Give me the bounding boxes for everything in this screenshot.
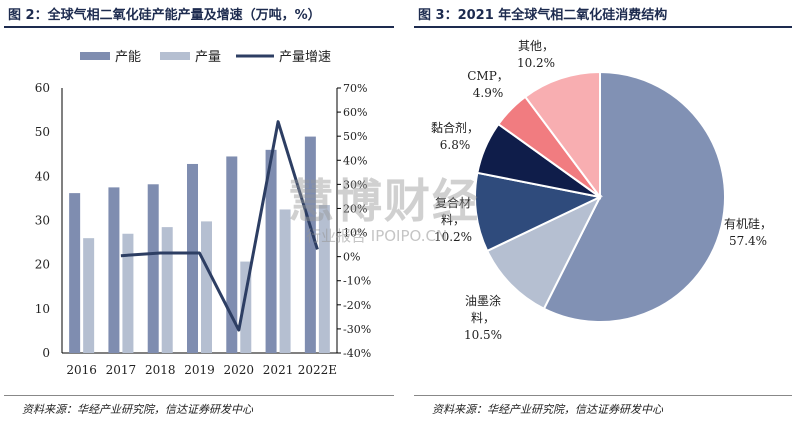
pie-slice-label: CMP， [467,69,509,83]
left-y-tick-label: 20 [35,258,50,272]
legend-capacity-swatch [80,52,110,60]
pie-slice-percent: 6.8% [440,138,471,152]
pie-slice-label: 料， [471,311,495,325]
output-bar [122,233,134,353]
pie-slice-percent: 10.2% [434,230,472,244]
left-y-tick-label: 10 [35,302,50,316]
output-bar [161,227,173,353]
pie-slice-label: 黏合剂， [431,120,479,135]
pie-slice [523,70,601,201]
x-tick-label: 2016 [66,363,97,377]
right-source-rule [414,395,792,396]
pie-slice-label: 料， [441,213,465,227]
right-figure-panel: 图 3：2021 年全球气相二氧化硅消费结构 有机硅， 57.4% 油墨涂 料， 10.… [410,0,796,422]
right-y-tick-label: -20% [343,299,371,312]
pie-slice-label: 复合材 [435,195,471,210]
left-figure-panel: 图 2：全球气相二氧化硅产能产量及增速（万吨，%） 0 10 20 30 40 50 60 -… [4,8,394,416]
pie-slice-percent: 4.9% [473,86,504,100]
right-y-tick-label: 70% [343,82,367,95]
left-title-rule [4,26,394,28]
right-title-rule [414,26,792,28]
x-tick-label: 2022E [298,363,337,377]
right-source-note: 资料来源：华经产业研究院，信达证券研发中心 [432,403,663,416]
right-y-tick-label: 50% [343,130,367,143]
pie-slice-label: 其他， [518,39,554,53]
output-bar [201,221,212,353]
pie-slice [485,194,603,311]
right-y-tick-label: 40% [343,154,367,167]
output-bar [240,261,252,353]
pie-slice-label: 油墨涂 [465,293,501,308]
right-y-tick-label: 30% [343,178,367,191]
legend-output-growth-label: 产量增速 [279,50,331,65]
pie-slice-percent: 57.4% [729,234,767,248]
output-bar [279,209,291,353]
pie-slice-label: 有机硅， [724,217,772,231]
x-tick-label: 2021 [263,363,294,377]
right-figure-title: 图 3：2021 年全球气相二氧化硅消费结构 [418,8,668,23]
left-y-tick-label: 30 [35,214,50,228]
pie-slice-percent: 10.2% [517,56,555,70]
left-y-tick-label: 50 [35,125,50,139]
left-y-tick-label: 0 [42,346,50,360]
capacity-bar [187,163,198,353]
x-tick-label: 2019 [184,363,215,377]
x-tick-label: 2017 [106,363,137,377]
x-tick-label: 2018 [145,363,176,377]
capacity-bar [265,149,277,353]
left-y-tick-label: 40 [35,169,50,183]
left-source-note: 资料来源：华经产业研究院，信达证券研发中心 [22,403,253,416]
legend-output-label: 产量 [195,50,221,65]
pie-slice [542,70,726,323]
capacity-output-chart: 0 10 20 30 40 50 60 -40% -30% -20% -10% 0% 10% 20% 30%… [35,50,371,377]
right-y-tick-label: -30% [343,323,371,336]
capacity-bar [226,156,238,353]
right-y-tick-label: 20% [343,202,367,215]
right-y-tick-label: 60% [343,106,367,119]
right-y-tick-label: -40% [343,347,371,360]
capacity-bar [108,187,120,353]
left-figure-title: 图 2：全球气相二氧化硅产能产量及增速（万吨，%） [8,8,321,23]
right-y-tick-label: 10% [343,227,367,240]
capacity-bar [304,136,316,353]
right-y-tick-label: 0% [343,251,360,264]
legend-output-swatch [160,52,190,60]
consumption-structure-pie: 有机硅，57.4%油墨涂料，10.5%复合材料，10.2%黏合剂，6.8%CMP… [431,39,772,342]
x-tick-label: 2020 [224,363,255,377]
left-y-tick-label: 60 [35,81,50,95]
output-bar [318,205,330,353]
legend-capacity-label: 产能 [115,50,141,65]
pie-slice [474,171,604,253]
output-bar [83,238,95,353]
capacity-bar [147,184,159,353]
capacity-bar [69,193,81,353]
output-growth-line [120,120,319,332]
pie-slice-percent: 10.5% [464,328,502,342]
right-y-tick-label: -10% [343,275,371,288]
left-source-rule [4,395,394,396]
